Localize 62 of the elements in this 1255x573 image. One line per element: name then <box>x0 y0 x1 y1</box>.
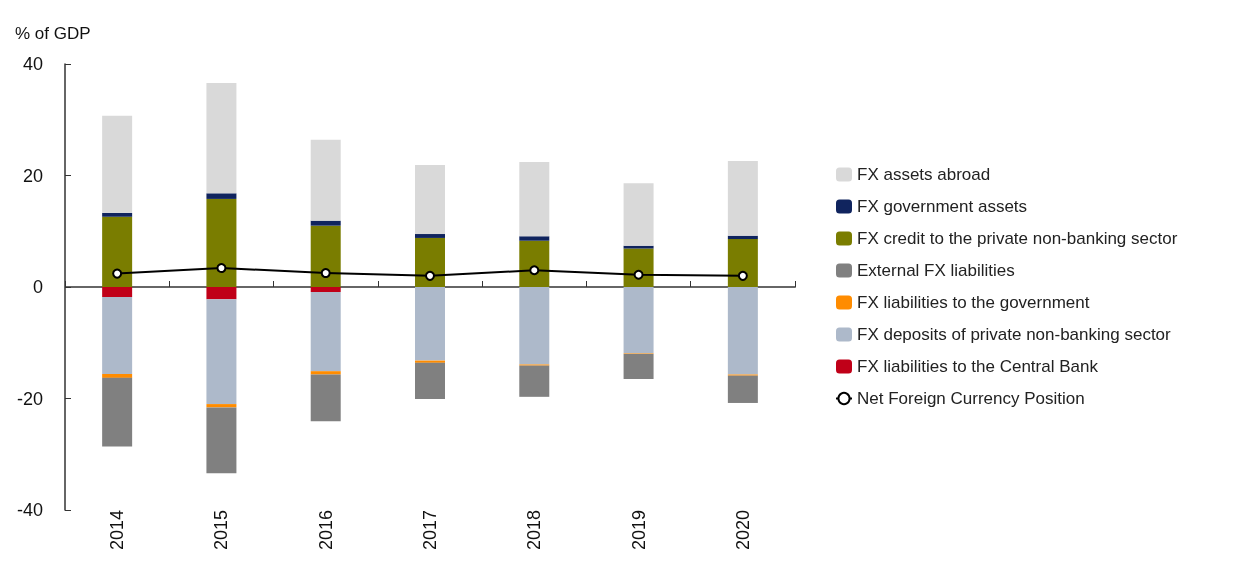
bar <box>206 404 237 408</box>
legend-label: FX government assets <box>857 197 1028 216</box>
bar <box>727 287 758 375</box>
x-tick-label: 2019 <box>628 510 649 551</box>
y-tick-label: 0 <box>32 277 43 297</box>
bar <box>310 139 341 221</box>
bar <box>415 287 445 361</box>
bar <box>727 235 758 240</box>
bar <box>310 287 341 293</box>
bar <box>519 236 550 241</box>
bar <box>206 198 237 287</box>
y-tick-label: 40 <box>22 54 43 74</box>
bar <box>415 237 445 287</box>
x-tick-label: 2014 <box>107 510 128 551</box>
bar <box>623 245 654 249</box>
legend-label: External FX liabilities <box>857 261 1015 280</box>
bar <box>102 212 133 217</box>
bar <box>519 162 550 237</box>
bar <box>102 373 133 378</box>
bar <box>206 287 237 300</box>
bar <box>623 287 654 354</box>
legend-label: FX deposits of private non-banking sector <box>857 325 1172 344</box>
bar <box>519 240 550 287</box>
legend-label: FX liabilities to the Central Bank <box>857 357 1099 376</box>
bar <box>310 225 341 287</box>
bar <box>102 297 133 374</box>
bar <box>206 193 237 199</box>
bar <box>415 362 445 400</box>
bar <box>310 292 341 372</box>
y-tick-label: -20 <box>16 388 43 409</box>
y-axis-title: % of GDP <box>15 24 91 43</box>
bar <box>206 407 237 474</box>
bar <box>206 299 237 405</box>
bar <box>519 287 550 365</box>
bar <box>623 353 654 379</box>
bar <box>727 375 758 403</box>
bar <box>102 287 133 298</box>
legend-label: FX credit to the private non-banking sector <box>857 229 1178 248</box>
bar <box>623 183 654 246</box>
bar <box>415 164 445 235</box>
bar <box>519 365 550 397</box>
x-tick-label: 2015 <box>211 510 232 551</box>
x-tick-label: 2020 <box>732 510 753 551</box>
bar <box>102 115 133 213</box>
bar <box>415 360 445 363</box>
bar <box>206 82 237 194</box>
bar <box>727 161 758 236</box>
y-tick-label: -40 <box>16 500 43 520</box>
legend-label: FX assets abroad <box>857 165 991 184</box>
y-tick-label: 20 <box>22 165 43 186</box>
x-tick-label: 2018 <box>524 510 545 551</box>
bar <box>102 377 133 447</box>
bar <box>415 234 445 238</box>
legend-label: Net Foreign Currency Position <box>857 389 1085 408</box>
legend-label: FX liabilities to the government <box>857 293 1090 312</box>
bar <box>727 239 758 287</box>
x-tick-label: 2016 <box>315 510 336 551</box>
bar <box>310 220 341 226</box>
bar <box>102 216 133 287</box>
bar <box>310 374 341 422</box>
bar <box>310 371 341 375</box>
x-tick-label: 2017 <box>420 510 440 551</box>
